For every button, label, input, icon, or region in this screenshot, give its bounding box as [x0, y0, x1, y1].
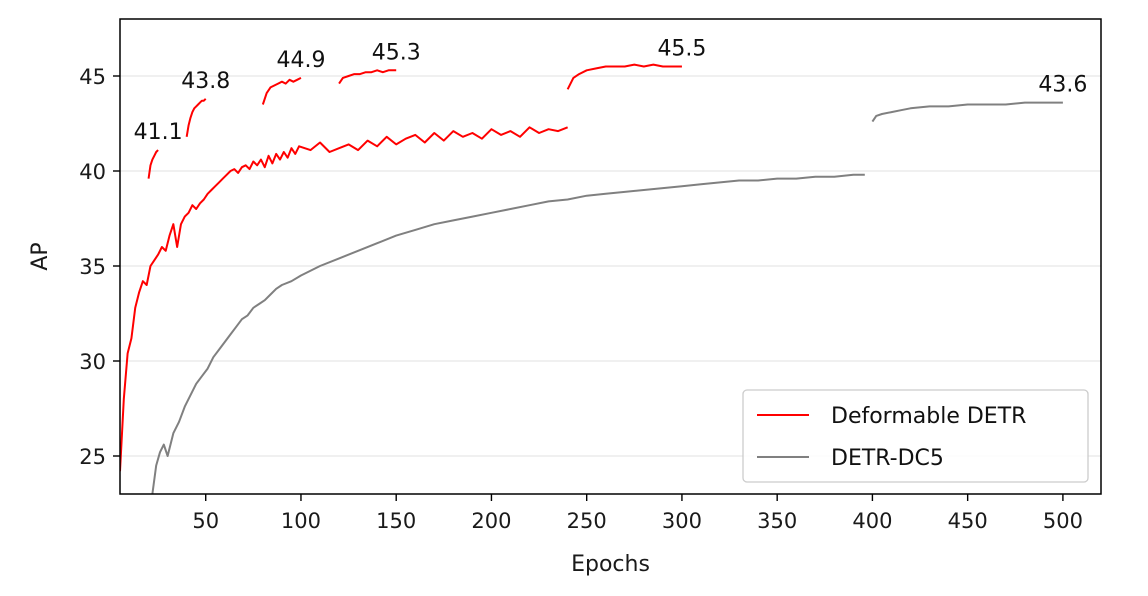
x-tick-label: 500: [1043, 509, 1083, 533]
legend-box: [742, 389, 1089, 483]
legend: Deformable DETR DETR-DC5: [742, 389, 1089, 483]
y-tick-label: 40: [79, 160, 106, 184]
series-line-deformable-detr: [566, 63, 682, 90]
series-line-deformable-detr: [147, 149, 159, 179]
annotations: 41.1 43.8 44.9 45.3 45.5 43.6: [134, 37, 1088, 146]
x-tick-label: 450: [948, 509, 988, 533]
series-line-detr-dc5: [871, 101, 1063, 123]
series-line-deformable-detr: [185, 98, 207, 137]
legend-label: DETR-DC5: [831, 446, 944, 471]
x-tick-label: 150: [376, 509, 416, 533]
y-tick-label: 45: [79, 65, 106, 89]
x-tick-label: 300: [662, 509, 702, 533]
annotation-label: 45.3: [372, 40, 421, 65]
x-tick-label: 50: [192, 509, 219, 533]
series-layer: [120, 63, 1063, 494]
x-tick-label: 350: [757, 509, 797, 533]
legend-label: Deformable DETR: [831, 404, 1026, 429]
annotation-label: 45.5: [657, 37, 706, 62]
axes: 50 100 150 200 250 300 350 400 450 500 25 30 35 40 45 E…: [28, 18, 1102, 577]
y-axis-title: AP: [28, 242, 53, 270]
y-tick-label: 35: [79, 255, 106, 279]
y-tick-label: 25: [79, 445, 106, 469]
x-tick-label: 200: [471, 509, 511, 533]
annotation-label: 44.9: [276, 48, 325, 73]
x-axis-title: Epochs: [571, 552, 650, 577]
plot-frame: [119, 18, 1102, 495]
series-line-deformable-detr: [261, 77, 302, 105]
annotation-label: 41.1: [134, 120, 183, 145]
x-tick-label: 250: [567, 509, 607, 533]
x-tick-label: 400: [852, 509, 892, 533]
series-line-detr-dc5: [151, 173, 865, 494]
series-line-deformable-detr: [120, 126, 569, 472]
annotation-label: 43.6: [1038, 73, 1087, 98]
series-line-deformable-detr: [338, 69, 397, 85]
x-tick-label: 100: [281, 509, 321, 533]
y-tick-label: 30: [79, 350, 106, 374]
annotation-label: 43.8: [181, 69, 230, 94]
